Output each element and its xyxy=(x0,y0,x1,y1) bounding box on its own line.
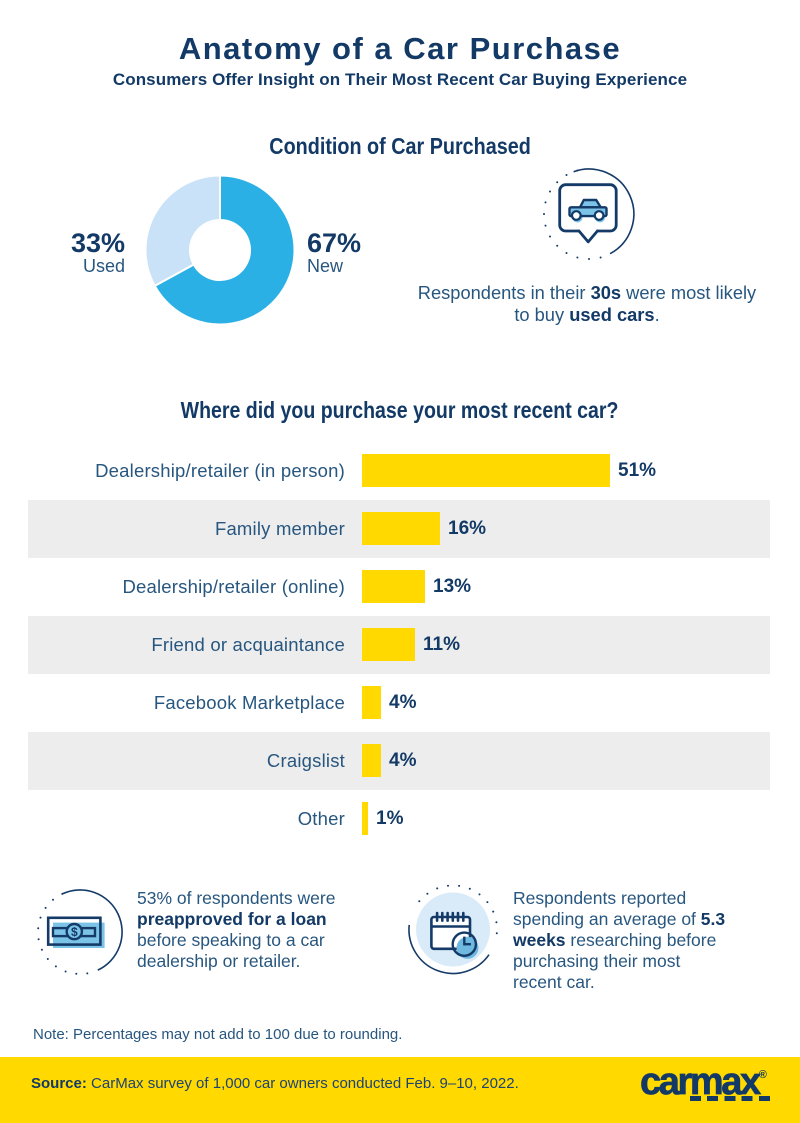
svg-text:$: $ xyxy=(71,925,78,939)
